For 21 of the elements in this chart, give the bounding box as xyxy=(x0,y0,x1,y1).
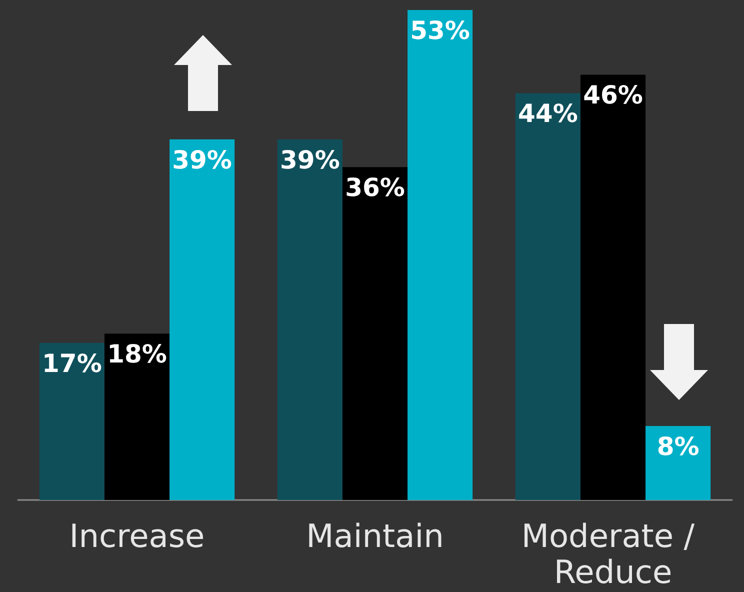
data-label: 18% xyxy=(107,340,167,369)
data-label: 36% xyxy=(345,173,405,202)
data-label: 39% xyxy=(280,145,340,174)
data-label: 44% xyxy=(518,99,578,128)
data-label: 46% xyxy=(583,80,643,110)
bar xyxy=(646,426,711,500)
x-tick-label: Maintain xyxy=(306,517,444,555)
bar xyxy=(580,74,646,500)
bar xyxy=(170,139,235,500)
x-tick-label: Moderate / Reduce xyxy=(521,517,705,591)
bar xyxy=(277,139,342,500)
bar xyxy=(104,334,170,500)
bar xyxy=(39,342,104,500)
bar xyxy=(408,10,473,500)
bar xyxy=(342,167,408,500)
x-tick-label: Increase xyxy=(69,517,205,555)
data-label: 53% xyxy=(410,16,470,45)
data-label: 17% xyxy=(42,348,102,378)
bar xyxy=(515,93,580,500)
data-label: 39% xyxy=(172,145,232,174)
data-label: 8% xyxy=(656,432,700,462)
